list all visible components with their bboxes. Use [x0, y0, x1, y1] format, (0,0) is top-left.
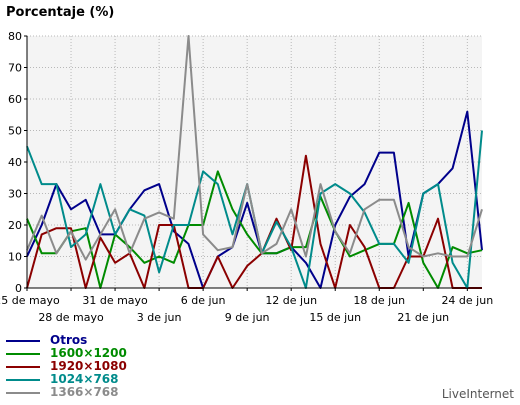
- y-tick-label: 60: [8, 93, 22, 106]
- x-tick-label: 24 de jun: [441, 294, 493, 307]
- series-line-5: [26, 35, 483, 261]
- legend-item-4: 1024×768: [6, 373, 127, 386]
- y-tick-label: 80: [8, 30, 22, 43]
- x-tick-label: 3 de jun: [137, 311, 182, 324]
- legend-label: 1600×1200: [50, 346, 127, 360]
- y-tick-label: 40: [8, 156, 22, 169]
- series-line-3: [26, 154, 482, 289]
- legend-label: 1920×1080: [50, 359, 127, 373]
- legend-label: 1024×768: [50, 372, 119, 386]
- legend-label: 1366×768: [50, 385, 119, 399]
- brand-label: LiveInternet: [441, 387, 514, 401]
- x-tick-label: 15 de jun: [309, 311, 361, 324]
- legend: Otros 1600×1200 1920×1080 1024×768 1366×768: [6, 334, 127, 399]
- legend-item-2: 1600×1200: [6, 347, 127, 360]
- y-tick-label: 10: [8, 251, 22, 264]
- legend-item-5: 1366×768: [6, 386, 127, 399]
- x-tick-label: 18 de jun: [353, 294, 405, 307]
- legend-swatch: [6, 365, 40, 368]
- legend-item-3: 1920×1080: [6, 360, 127, 373]
- y-tick-label: 70: [8, 62, 22, 75]
- legend-swatch: [6, 378, 40, 381]
- x-tick-label: 12 de jun: [265, 294, 317, 307]
- chart-title: Porcentaje (%): [6, 5, 114, 20]
- legend-swatch: [6, 391, 40, 394]
- legend-label: Otros: [50, 333, 88, 347]
- legend-swatch: [6, 339, 40, 342]
- legend-item-1: Otros: [6, 334, 127, 347]
- y-tick-label: 30: [8, 188, 22, 201]
- y-tick-label: 50: [8, 125, 22, 138]
- series-line-2: [26, 170, 483, 289]
- y-tick-label: 20: [8, 219, 22, 232]
- y-tick-label: 0: [15, 282, 22, 295]
- x-tick-label: 9 de jun: [225, 311, 270, 324]
- x-tick-label: 21 de jun: [397, 311, 449, 324]
- x-tick-label: 25 de mayo: [0, 294, 60, 307]
- x-tick-label: 6 de jun: [181, 294, 226, 307]
- legend-swatch: [6, 352, 40, 355]
- x-tick-label: 28 de mayo: [38, 311, 104, 324]
- x-tick-label: 31 de mayo: [82, 294, 148, 307]
